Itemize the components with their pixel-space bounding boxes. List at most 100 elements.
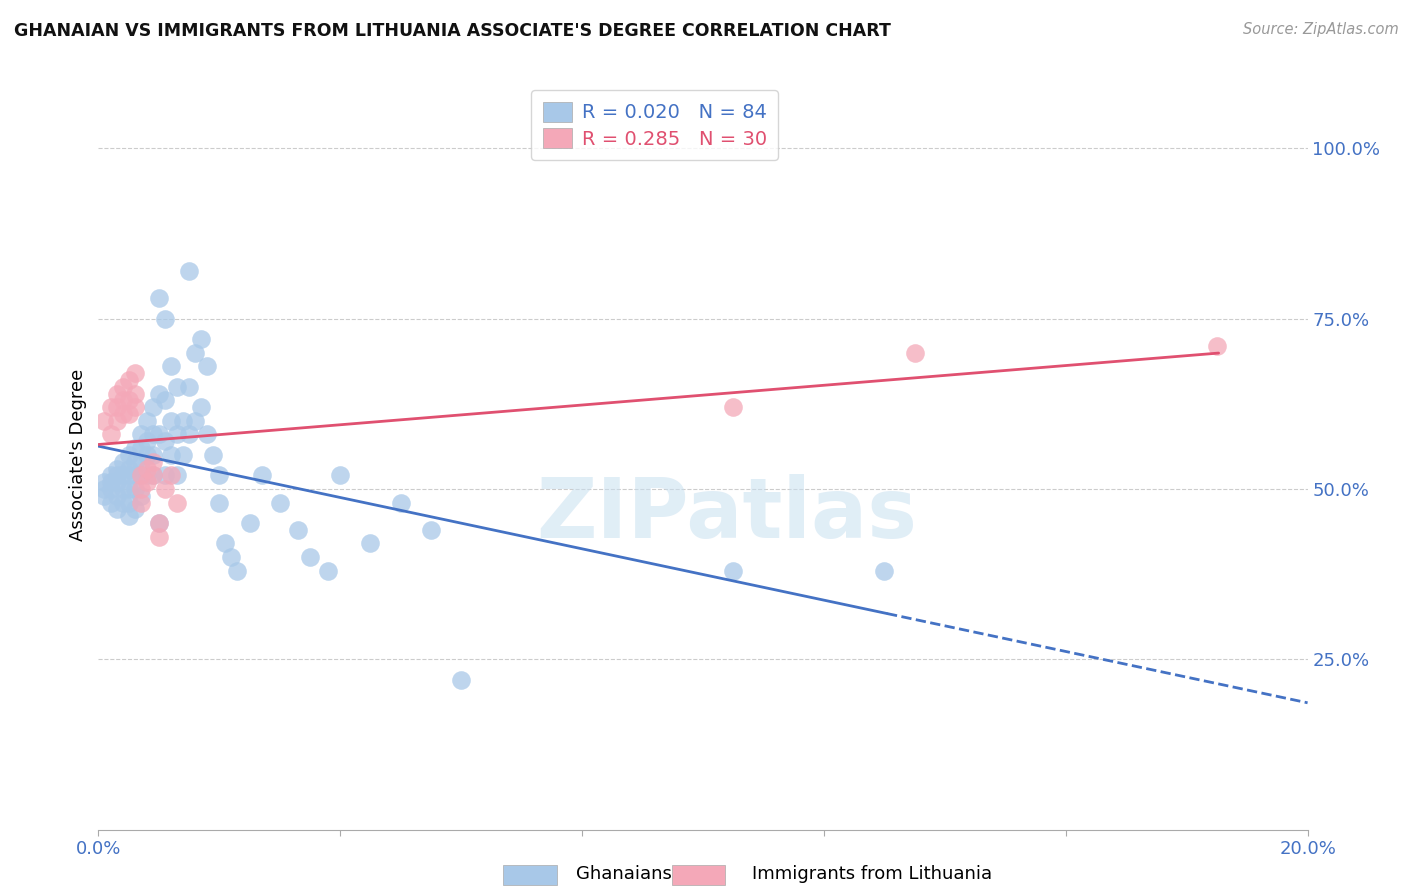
Point (142, 401, 165, 415)
Point (723, 401, 745, 415)
Point (118, 468, 141, 483)
Point (135, 461, 157, 475)
Point (142, 448, 165, 462)
Point (172, 414, 194, 428)
Point (904, 345, 927, 359)
Point (329, 468, 352, 483)
Point (1206, 339, 1229, 353)
Point (100, 427, 122, 442)
Point (111, 468, 134, 483)
Point (148, 386, 170, 401)
Point (160, 448, 183, 462)
Point (142, 468, 165, 483)
Point (316, 564, 339, 578)
Point (118, 509, 141, 524)
Point (873, 564, 896, 578)
Point (129, 441, 152, 455)
Point (226, 564, 249, 578)
Point (135, 475, 157, 490)
Point (129, 495, 152, 509)
Point (221, 550, 243, 565)
Point (179, 427, 201, 442)
Point (420, 523, 443, 537)
Point (135, 434, 157, 449)
Point (129, 468, 152, 483)
Point (179, 380, 201, 394)
Point (124, 366, 146, 380)
Legend: R = 0.020   N = 84, R = 0.285   N = 30: R = 0.020 N = 84, R = 0.285 N = 30 (531, 90, 779, 161)
Text: Immigrants from Lithuania: Immigrants from Lithuania (752, 865, 993, 883)
Point (166, 468, 188, 483)
Point (195, 359, 218, 374)
Point (118, 482, 141, 496)
Point (93, 489, 115, 503)
Point (166, 495, 188, 509)
Point (105, 502, 128, 516)
Text: GHANAIAN VS IMMIGRANTS FROM LITHUANIA ASSOCIATE'S DEGREE CORRELATION CHART: GHANAIAN VS IMMIGRANTS FROM LITHUANIA AS… (14, 22, 891, 40)
Point (111, 455, 134, 469)
Point (184, 345, 207, 359)
Point (160, 359, 183, 374)
Point (129, 482, 152, 496)
Point (105, 414, 128, 428)
Point (389, 495, 412, 509)
Point (100, 468, 122, 483)
Point (129, 455, 152, 469)
Point (190, 401, 212, 415)
Point (100, 482, 122, 496)
Point (160, 414, 183, 428)
Point (93, 482, 115, 496)
Point (179, 264, 201, 278)
Point (135, 414, 157, 428)
Point (105, 401, 128, 415)
Point (142, 427, 165, 442)
Point (118, 393, 141, 408)
Point (100, 401, 122, 415)
Point (723, 564, 745, 578)
Point (118, 448, 141, 462)
Point (118, 495, 141, 509)
Point (450, 673, 472, 687)
Point (129, 489, 152, 503)
Point (153, 311, 176, 326)
Point (153, 434, 176, 449)
Point (93, 475, 115, 490)
Point (105, 386, 128, 401)
Point (148, 516, 170, 530)
Point (111, 380, 134, 394)
Point (124, 455, 146, 469)
Point (148, 530, 170, 544)
Point (124, 482, 146, 496)
Point (105, 475, 128, 490)
Point (269, 495, 291, 509)
Point (100, 475, 122, 490)
Point (111, 495, 134, 509)
Point (166, 427, 188, 442)
Point (153, 393, 176, 408)
Point (129, 427, 152, 442)
Point (105, 468, 128, 483)
Point (93, 414, 115, 428)
Point (124, 386, 146, 401)
Point (250, 468, 273, 483)
Point (153, 482, 176, 496)
Point (172, 448, 194, 462)
Point (166, 380, 188, 394)
Point (214, 536, 236, 550)
Point (111, 407, 134, 421)
Point (142, 455, 165, 469)
Point (105, 489, 128, 503)
Point (153, 468, 176, 483)
Point (195, 427, 218, 442)
Point (124, 502, 146, 516)
Point (202, 448, 225, 462)
Point (118, 461, 141, 475)
Point (118, 373, 141, 387)
Point (360, 536, 382, 550)
Point (129, 468, 152, 483)
Point (190, 332, 212, 346)
Point (160, 468, 183, 483)
Point (124, 441, 146, 455)
Text: Ghanaians: Ghanaians (576, 865, 672, 883)
Point (124, 401, 146, 415)
